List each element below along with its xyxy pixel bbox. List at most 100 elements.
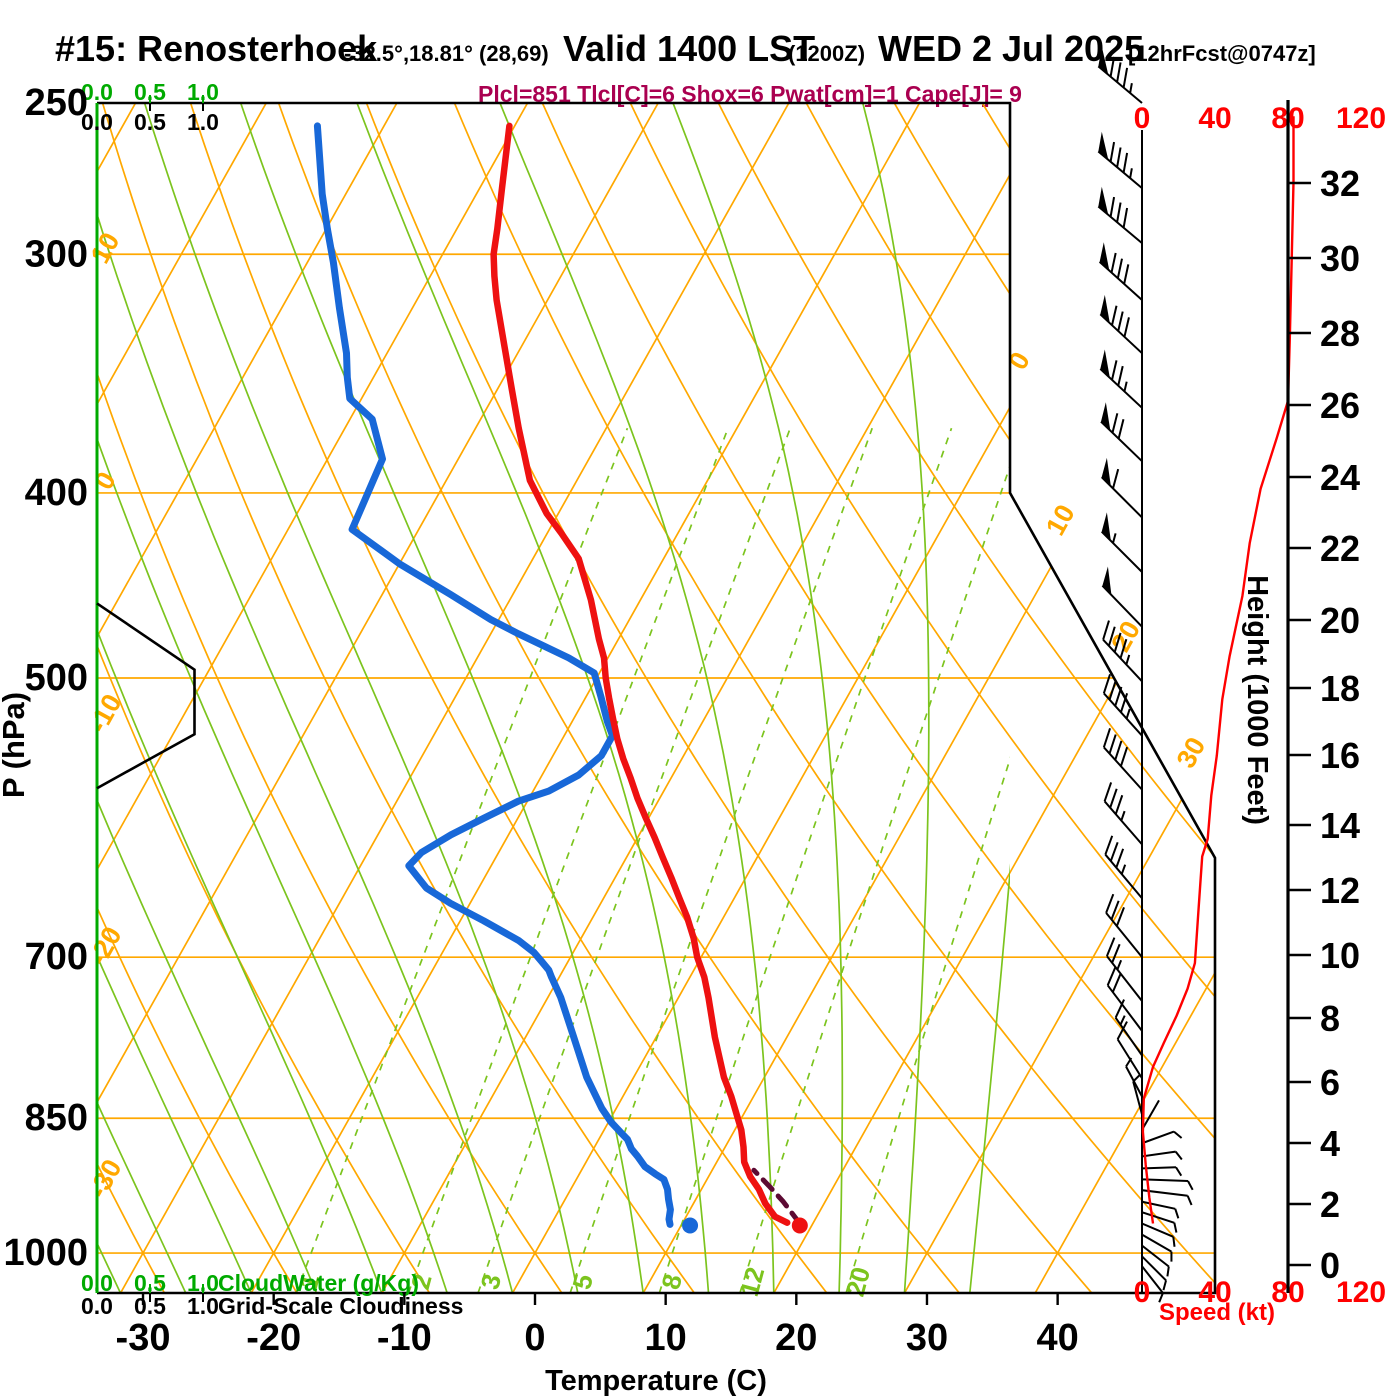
mixing-ratio-line: [658, 427, 953, 1293]
isotherm-label-right: 0: [1002, 347, 1036, 375]
height-tick-label: 4: [1320, 1123, 1340, 1164]
moist-adiabat-line: [861, 103, 930, 1293]
moist-adiabat-line: [968, 863, 1010, 1293]
wind-barb: [1105, 937, 1143, 1002]
wind-barb: [1141, 1166, 1183, 1177]
wind-barb: [1141, 1211, 1178, 1233]
wind-barb: [1141, 1178, 1194, 1191]
temperature-tick-label: 0: [524, 1317, 545, 1359]
isotherm-line: [250, 103, 921, 1293]
forecast-tag: [12hrFcst@0747z]: [1128, 41, 1316, 66]
isotherm-line: [119, 103, 790, 1293]
moist-adiabat-line: [672, 103, 844, 1293]
isotherm-line: [903, 103, 1215, 1293]
temperature-tick-label: -30: [116, 1317, 171, 1359]
isotherm-line: [97, 103, 267, 1293]
moist-adiabat-line: [143, 103, 579, 1293]
moist-adiabat-line: [239, 103, 645, 1293]
orange-grid: [97, 103, 1215, 1293]
moist-adiabat-line: [97, 627, 383, 1293]
wind-barb: [1132, 1073, 1143, 1115]
dry-adiabat-line: [365, 103, 1093, 1293]
wind-barb: [1141, 1233, 1173, 1262]
temperature-tick-label: 30: [906, 1317, 948, 1359]
moist-adiabat-line: [97, 953, 252, 1293]
cloudwater-axis-title: CloudWater (g/Kg): [218, 1270, 419, 1296]
surface-dewpoint-dot: [682, 1217, 699, 1234]
height-tick-label: 18: [1320, 668, 1360, 709]
parcel-trace: [751, 1167, 803, 1226]
wind-barb: [1141, 1200, 1180, 1219]
height-tick-label: 6: [1320, 1062, 1340, 1103]
valid-time: Valid 1400 LST: [563, 28, 816, 69]
speed-axis-title: Speed (kt): [1159, 1299, 1275, 1326]
pressure-tick-label: 250: [25, 82, 88, 124]
isotherm-label-left: -10: [83, 689, 128, 738]
moist-adiabat-line: [1035, 103, 1174, 1293]
cloudiness-bottom-label: 0.0: [81, 1293, 113, 1319]
mixing-ratio-line: [845, 756, 1010, 1293]
moist-adiabat-line: [97, 436, 449, 1293]
wind-barb: [1102, 674, 1143, 737]
dry-adiabat-line: [453, 103, 1215, 1293]
pressure-tick-label: 700: [25, 936, 88, 978]
surface-temperature-dot: [791, 1217, 808, 1234]
height-tick-label: 2: [1320, 1184, 1340, 1225]
dry-adiabat-line: [805, 103, 1215, 1293]
temperature-tick-label: 20: [775, 1317, 817, 1359]
temperature-tick-label: -10: [377, 1317, 432, 1359]
isotherm-label-right: 10: [1040, 500, 1081, 541]
height-axis-title: Height (1000 Feet): [1241, 575, 1273, 825]
green-grid: [97, 103, 1174, 1293]
wind-barb: [1097, 131, 1143, 189]
speed-bottom-label: 120: [1336, 1276, 1386, 1309]
dry-adiabat-line: [541, 103, 1215, 1293]
dry-adiabat-line: [277, 103, 961, 1293]
isotherm-label-right: 30: [1171, 732, 1212, 773]
station-coords: -32.5°,18.81° (28,69): [344, 41, 549, 66]
isotherm-label-left: 0: [88, 467, 122, 495]
wind-barb: [1105, 893, 1143, 958]
wind-barb: [1103, 782, 1143, 846]
cloudiness-top-label: 1.0: [187, 109, 219, 135]
height-tick-label: 16: [1320, 735, 1360, 776]
isotherm-line: [381, 103, 1051, 1293]
cloudwater-top-label: 0.0: [81, 79, 113, 105]
wind-barb: [1141, 1244, 1170, 1277]
wind-barb: [1097, 186, 1143, 244]
plot-frame: [97, 101, 1217, 1295]
cloudiness-axis-title: Grid-Scale Cloudiness: [218, 1293, 463, 1319]
pressure-tick-label: 850: [25, 1097, 88, 1139]
temperature-tick-label: -20: [246, 1317, 301, 1359]
isotherm-label-left: -20: [83, 922, 128, 971]
wind-barb: [1100, 512, 1143, 573]
isotherm-line: [97, 103, 659, 1293]
isotherm-line: [773, 103, 1215, 1293]
wind-barb: [1141, 1222, 1176, 1247]
height-tick-label: 24: [1320, 457, 1360, 498]
wind-barb: [1141, 1255, 1168, 1291]
height-tick-label: 22: [1320, 528, 1360, 569]
wind-barb: [1141, 1130, 1183, 1145]
dry-adiabat-line: [97, 103, 298, 1293]
wind-barb: [1114, 999, 1143, 1056]
moist-adiabat-line: [97, 797, 318, 1293]
wind-barb: [1106, 966, 1143, 1032]
moist-adiabat-line: [356, 103, 710, 1293]
pressure-axis-title: P (hPa): [0, 692, 31, 798]
isotherm-label-left: 10: [85, 228, 126, 269]
wind-barb: [1141, 1150, 1183, 1161]
temperature-axis-title: Temperature (C): [545, 1365, 767, 1397]
speed-top-label: 40: [1198, 102, 1231, 135]
wind-barb: [1141, 1265, 1164, 1303]
dry-adiabat-line: [189, 103, 828, 1293]
isotherm-line: [642, 103, 1215, 1293]
speed-top-label: 0: [1134, 102, 1151, 135]
speed-top-label: 120: [1336, 102, 1386, 135]
height-tick-label: 10: [1320, 935, 1360, 976]
pressure-tick-label: 300: [25, 233, 88, 275]
wind-barb: [1102, 620, 1143, 683]
dry-adiabat-line: [97, 103, 563, 1293]
